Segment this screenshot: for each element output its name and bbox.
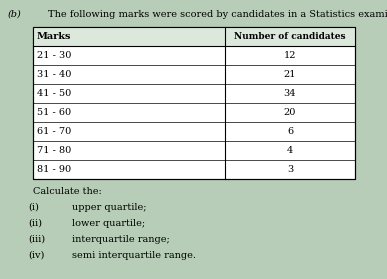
Text: 51 - 60: 51 - 60: [37, 108, 71, 117]
Text: (iv): (iv): [28, 251, 45, 260]
Text: (ii): (ii): [28, 219, 42, 228]
Text: (iii): (iii): [28, 235, 45, 244]
Text: 61 - 70: 61 - 70: [37, 127, 71, 136]
Text: upper quartile;: upper quartile;: [72, 203, 147, 212]
Text: (i): (i): [28, 203, 39, 212]
Text: 12: 12: [284, 51, 296, 60]
Text: 34: 34: [284, 89, 296, 98]
Text: 6: 6: [287, 127, 293, 136]
Text: semi interquartile range.: semi interquartile range.: [72, 251, 196, 260]
Text: 81 - 90: 81 - 90: [37, 165, 71, 174]
Text: 31 - 40: 31 - 40: [37, 70, 71, 79]
Text: 41 - 50: 41 - 50: [37, 89, 71, 98]
Text: 20: 20: [284, 108, 296, 117]
Text: interquartile range;: interquartile range;: [72, 235, 170, 244]
Text: Marks: Marks: [37, 32, 72, 41]
Text: 21: 21: [284, 70, 296, 79]
Text: lower quartile;: lower quartile;: [72, 219, 145, 228]
Text: Number of candidates: Number of candidates: [234, 32, 346, 41]
Text: The following marks were scored by candidates in a Statistics examination.: The following marks were scored by candi…: [48, 10, 387, 19]
Text: 21 - 30: 21 - 30: [37, 51, 71, 60]
Text: 71 - 80: 71 - 80: [37, 146, 71, 155]
Text: 4: 4: [287, 146, 293, 155]
Text: (b): (b): [8, 10, 22, 19]
Text: 3: 3: [287, 165, 293, 174]
Text: Calculate the:: Calculate the:: [33, 187, 102, 196]
